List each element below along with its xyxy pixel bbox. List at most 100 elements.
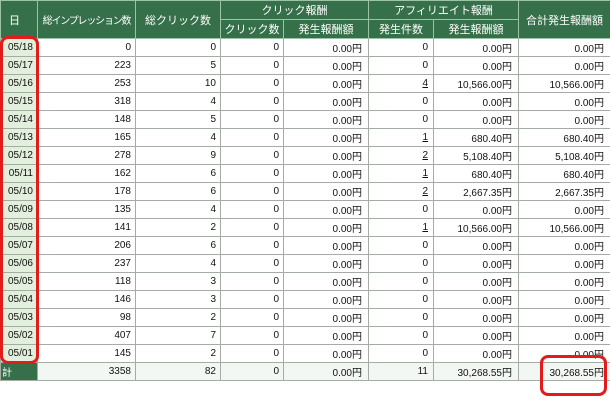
date-cell: 05/15 xyxy=(0,92,38,111)
clicks-cell: 6 xyxy=(135,182,221,201)
affiliate-amount-cell: 0.00円 xyxy=(433,56,519,75)
header-clicks: 総クリック数 xyxy=(135,0,221,39)
total-amount-cell: 0.00円 xyxy=(518,92,610,111)
impressions-cell: 146 xyxy=(37,290,136,309)
table-row: 05/08 141 2 0 0.00円 1 10,566.00円 10,566.00円 xyxy=(0,218,610,237)
date-cell: 05/18 xyxy=(0,38,38,57)
click-count-cell: 0 xyxy=(220,164,284,183)
affiliate-count-cell: 0 xyxy=(368,110,434,129)
report-footer: 計 3358 82 0 0.00円 11 30,268.55円 30,268.5… xyxy=(0,362,610,381)
affiliate-count-link[interactable]: 1 xyxy=(422,132,428,143)
clicks-cell: 10 xyxy=(135,74,221,93)
date-cell: 05/08 xyxy=(0,218,38,237)
table-row: 05/06 237 4 0 0.00円 0 0.00円 0.00円 xyxy=(0,254,610,273)
affiliate-count-cell: 1 xyxy=(368,218,434,237)
impressions-cell: 135 xyxy=(37,200,136,219)
total-affiliate-amount-cell: 30,268.55円 xyxy=(433,362,519,381)
clicks-cell: 2 xyxy=(135,308,221,327)
affiliate-count-cell: 1 xyxy=(368,164,434,183)
affiliate-count-link[interactable]: 1 xyxy=(422,222,428,233)
affiliate-amount-cell: 0.00円 xyxy=(433,326,519,345)
total-amount-cell: 2,667.35円 xyxy=(518,182,610,201)
table-row: 05/09 135 4 0 0.00円 0 0.00円 0.00円 xyxy=(0,200,610,219)
table-row: 05/11 162 6 0 0.00円 1 680.40円 680.40円 xyxy=(0,164,610,183)
click-count-cell: 0 xyxy=(220,200,284,219)
affiliate-count-cell: 0 xyxy=(368,92,434,111)
total-amount-cell: 5,108.40円 xyxy=(518,146,610,165)
click-amount-cell: 0.00円 xyxy=(283,308,369,327)
impressions-cell: 278 xyxy=(37,146,136,165)
table-row: 05/05 118 3 0 0.00円 0 0.00円 0.00円 xyxy=(0,272,610,291)
header-affiliate-reward-group: アフィリエイト報酬 xyxy=(368,0,519,20)
click-amount-cell: 0.00円 xyxy=(283,128,369,147)
click-count-cell: 0 xyxy=(220,74,284,93)
affiliate-amount-cell: 0.00円 xyxy=(433,272,519,291)
header-row-top: 日 総インプレッション数 総クリック数 クリック報酬 アフィリエイト報酬 合計発… xyxy=(0,0,610,39)
click-count-cell: 0 xyxy=(220,182,284,201)
impressions-cell: 118 xyxy=(37,272,136,291)
table-row: 05/15 318 4 0 0.00円 0 0.00円 0.00円 xyxy=(0,92,610,111)
affiliate-amount-cell: 2,667.35円 xyxy=(433,182,519,201)
header-click-reward-group: クリック報酬 xyxy=(220,0,369,20)
clicks-cell: 4 xyxy=(135,254,221,273)
click-amount-cell: 0.00円 xyxy=(283,344,369,363)
date-cell: 05/04 xyxy=(0,290,38,309)
affiliate-count-cell: 0 xyxy=(368,272,434,291)
impressions-cell: 407 xyxy=(37,326,136,345)
table-row: 05/03 98 2 0 0.00円 0 0.00円 0.00円 xyxy=(0,308,610,327)
date-cell: 05/09 xyxy=(0,200,38,219)
click-amount-cell: 0.00円 xyxy=(283,236,369,255)
clicks-cell: 9 xyxy=(135,146,221,165)
clicks-cell: 0 xyxy=(135,38,221,57)
clicks-cell: 6 xyxy=(135,164,221,183)
impressions-cell: 206 xyxy=(37,236,136,255)
click-count-cell: 0 xyxy=(220,146,284,165)
total-amount-cell: 680.40円 xyxy=(518,128,610,147)
click-count-cell: 0 xyxy=(220,110,284,129)
total-clicks-cell: 82 xyxy=(135,362,221,381)
date-cell: 05/06 xyxy=(0,254,38,273)
affiliate-count-cell: 2 xyxy=(368,146,434,165)
affiliate-count-cell: 2 xyxy=(368,182,434,201)
date-cell: 05/16 xyxy=(0,74,38,93)
affiliate-count-link[interactable]: 2 xyxy=(422,186,428,197)
report-table: 日 総インプレッション数 総クリック数 クリック報酬 アフィリエイト報酬 合計発… xyxy=(0,0,610,381)
affiliate-amount-cell: 10,566.00円 xyxy=(433,218,519,237)
affiliate-amount-cell: 5,108.40円 xyxy=(433,146,519,165)
impressions-cell: 237 xyxy=(37,254,136,273)
total-row: 計 3358 82 0 0.00円 11 30,268.55円 30,268.5… xyxy=(0,362,610,381)
report-body: 05/18 0 0 0 0.00円 0 0.00円 0.00円 05/17 223 5 0 0.00円 0… xyxy=(0,38,610,363)
click-count-cell: 0 xyxy=(220,308,284,327)
header-affiliate-count: 発生件数 xyxy=(368,19,434,39)
impressions-cell: 98 xyxy=(37,308,136,327)
total-amount-cell: 0.00円 xyxy=(518,254,610,273)
date-cell: 05/10 xyxy=(0,182,38,201)
table-row: 05/16 253 10 0 0.00円 4 10,566.00円 10,566.00円 xyxy=(0,74,610,93)
total-label: 計 xyxy=(0,362,38,381)
clicks-cell: 2 xyxy=(135,344,221,363)
header-click-amount: 発生報酬額 xyxy=(283,19,369,39)
clicks-cell: 3 xyxy=(135,272,221,291)
total-amount-cell: 0.00円 xyxy=(518,56,610,75)
impressions-cell: 253 xyxy=(37,74,136,93)
total-amount-cell: 10,566.00円 xyxy=(518,218,610,237)
affiliate-amount-cell: 680.40円 xyxy=(433,128,519,147)
header-total-amount: 合計発生報酬額 xyxy=(518,0,610,39)
affiliate-count-cell: 0 xyxy=(368,308,434,327)
click-count-cell: 0 xyxy=(220,290,284,309)
click-amount-cell: 0.00円 xyxy=(283,74,369,93)
affiliate-count-cell: 0 xyxy=(368,236,434,255)
clicks-cell: 7 xyxy=(135,326,221,345)
affiliate-count-link[interactable]: 2 xyxy=(422,150,428,161)
table-row: 05/02 407 7 0 0.00円 0 0.00円 0.00円 xyxy=(0,326,610,345)
date-cell: 05/13 xyxy=(0,128,38,147)
header-row-sub: クリック数 発生報酬額 発生件数 発生報酬額 xyxy=(1,19,610,39)
table-row: 05/17 223 5 0 0.00円 0 0.00円 0.00円 xyxy=(0,56,610,75)
affiliate-count-link[interactable]: 4 xyxy=(422,78,428,89)
date-cell: 05/03 xyxy=(0,308,38,327)
table-row: 05/07 206 6 0 0.00円 0 0.00円 0.00円 xyxy=(0,236,610,255)
clicks-cell: 6 xyxy=(135,236,221,255)
affiliate-count-link[interactable]: 1 xyxy=(422,168,428,179)
click-count-cell: 0 xyxy=(220,254,284,273)
total-total-amount-cell: 30,268.55円 xyxy=(518,362,610,381)
